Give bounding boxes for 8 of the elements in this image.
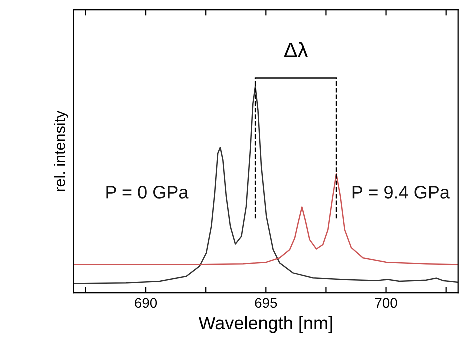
x-tick-label: 690: [135, 298, 158, 308]
x-tick-label: 695: [255, 298, 278, 308]
x-axis-title: Wavelength [nm]: [198, 316, 332, 334]
x-tick-label: 700: [375, 298, 398, 308]
text: Δλ: [284, 42, 308, 58]
y-axis-title: rel. intensity: [54, 110, 68, 192]
series-label: P = 0 GPa: [106, 186, 189, 199]
series-label: P = 9.4 GPa: [352, 186, 450, 199]
